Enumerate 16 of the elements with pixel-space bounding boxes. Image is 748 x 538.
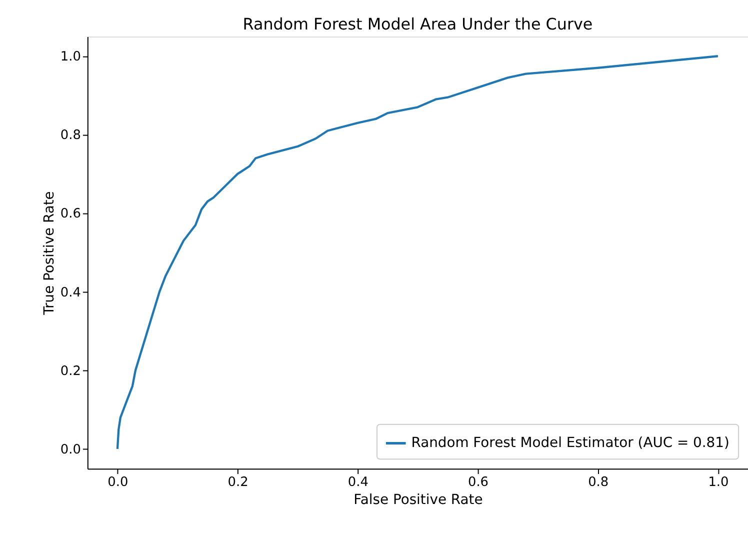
x-tick-label: 0.6 bbox=[468, 474, 489, 490]
x-tick-label: 1.0 bbox=[708, 474, 729, 490]
x-tick-label: 0.4 bbox=[348, 474, 368, 490]
y-tick-label: 0.8 bbox=[60, 128, 81, 144]
y-tick-label: 1.0 bbox=[60, 50, 81, 65]
chart-title: Random Forest Model Area Under the Curve bbox=[242, 14, 593, 34]
y-axis-title: True Positive Rate bbox=[41, 191, 58, 316]
y-tick-label: 0.0 bbox=[60, 442, 81, 458]
x-tick-label: 0.2 bbox=[228, 474, 248, 490]
legend-label: Random Forest Model Estimator (AUC = 0.81) bbox=[411, 435, 730, 452]
x-tick-label: 0.0 bbox=[108, 474, 128, 490]
y-tick-label: 0.2 bbox=[60, 364, 81, 379]
x-tick-label: 0.8 bbox=[588, 474, 609, 490]
y-tick-label: 0.6 bbox=[60, 206, 81, 222]
y-tick-label: 0.4 bbox=[60, 285, 81, 300]
x-axis-title: False Positive Rate bbox=[354, 492, 483, 508]
